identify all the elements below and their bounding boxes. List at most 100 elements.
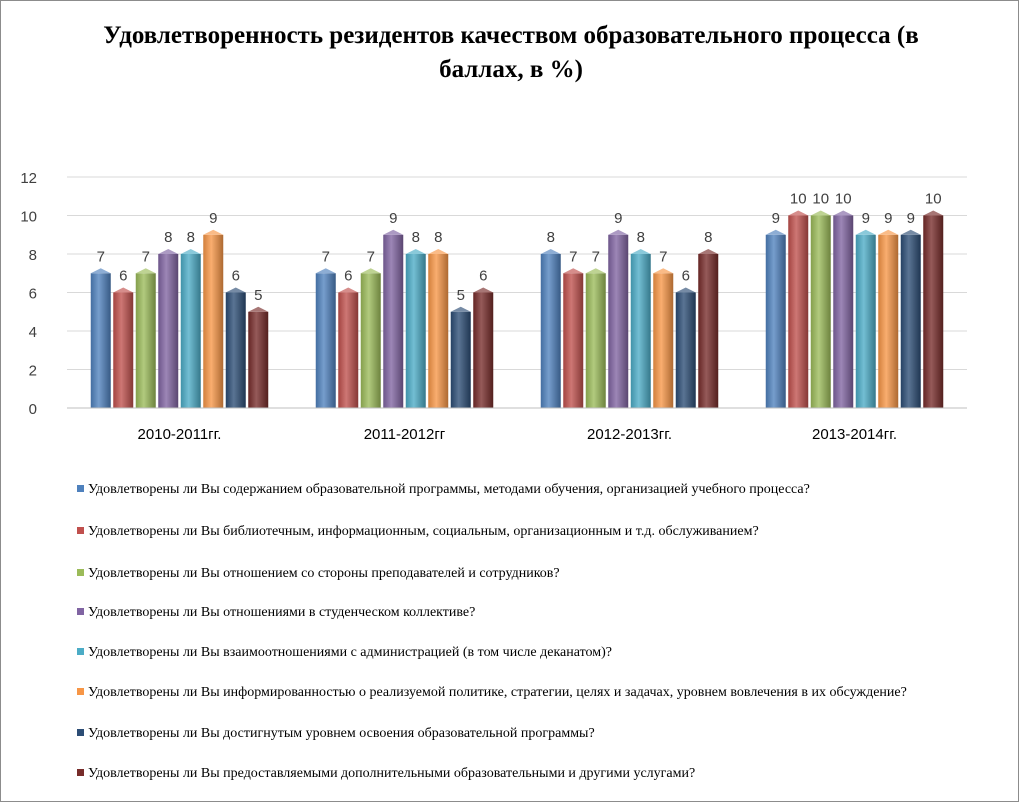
bar bbox=[158, 254, 179, 408]
bar bbox=[203, 234, 224, 408]
data-label: 10 bbox=[835, 191, 852, 208]
data-label: 6 bbox=[344, 268, 352, 285]
bar bbox=[248, 311, 269, 408]
legend-item: Удовлетворены ли Вы библиотечным, информ… bbox=[77, 523, 977, 540]
bar bbox=[428, 254, 449, 408]
bar-top bbox=[698, 249, 719, 254]
bar-top bbox=[90, 268, 111, 274]
y-tick-label: 0 bbox=[29, 401, 37, 418]
data-label: 9 bbox=[614, 210, 622, 227]
bar-top bbox=[563, 268, 584, 274]
x-category-label: 2012-2013гг. bbox=[587, 426, 672, 443]
data-label: 10 bbox=[790, 191, 807, 208]
bar bbox=[810, 215, 831, 408]
bar-top bbox=[630, 249, 651, 254]
bar-top bbox=[383, 229, 404, 235]
data-label: 5 bbox=[254, 287, 262, 304]
y-tick-label: 4 bbox=[29, 324, 37, 341]
bar bbox=[405, 254, 426, 408]
chart-title: Удовлетворенность резидентов качеством о… bbox=[103, 22, 919, 83]
data-label: 6 bbox=[119, 268, 127, 285]
y-tick-label: 12 bbox=[20, 170, 37, 187]
legend-swatch bbox=[77, 485, 84, 492]
bar bbox=[315, 273, 336, 408]
legend-label: Удовлетворены ли Вы взаимоотношениями с … bbox=[88, 645, 612, 660]
data-label: 6 bbox=[232, 268, 240, 285]
legend-swatch bbox=[77, 769, 84, 776]
legend-item: Удовлетворены ли Вы взаимоотношениями с … bbox=[77, 644, 977, 661]
data-label: 8 bbox=[704, 229, 712, 246]
bar-top bbox=[248, 306, 269, 312]
bar bbox=[585, 273, 606, 408]
data-label: 9 bbox=[862, 210, 870, 227]
legend-item: Удовлетворены ли Вы отношением со сторон… bbox=[77, 565, 977, 582]
bar-top bbox=[608, 229, 629, 235]
data-label: 6 bbox=[682, 268, 690, 285]
data-label: 9 bbox=[907, 210, 915, 227]
bar-top bbox=[203, 229, 224, 235]
bar-top bbox=[675, 287, 696, 293]
bar bbox=[225, 292, 246, 408]
legend-label: Удовлетворены ли Вы содержанием образова… bbox=[88, 482, 810, 497]
bar bbox=[675, 292, 696, 408]
bar bbox=[630, 254, 651, 408]
bar-top bbox=[473, 287, 494, 293]
data-label: 8 bbox=[412, 229, 420, 246]
data-label: 5 bbox=[457, 287, 465, 304]
data-label: 7 bbox=[592, 248, 600, 265]
data-label: 10 bbox=[812, 191, 829, 208]
legend-swatch bbox=[77, 527, 84, 534]
legend-label: Удовлетворены ли Вы достигнутым уровнем … bbox=[88, 726, 595, 741]
bar bbox=[698, 254, 719, 408]
bar bbox=[540, 254, 561, 408]
legend-swatch bbox=[77, 688, 84, 695]
bar bbox=[833, 215, 854, 408]
data-label: 10 bbox=[925, 191, 942, 208]
y-tick-label: 10 bbox=[20, 209, 37, 226]
data-label: 9 bbox=[884, 210, 892, 227]
bar-top bbox=[135, 268, 156, 274]
data-label: 9 bbox=[209, 210, 217, 227]
bar-top bbox=[833, 210, 854, 216]
bar bbox=[900, 234, 921, 408]
bar-top bbox=[540, 249, 561, 254]
data-label: 8 bbox=[187, 229, 195, 246]
bar-top bbox=[765, 229, 786, 235]
legend-label: Удовлетворены ли Вы информированностью о… bbox=[88, 685, 907, 700]
bar bbox=[878, 234, 899, 408]
legend-swatch bbox=[77, 648, 84, 655]
bar bbox=[608, 234, 629, 408]
x-category-label: 2010-2011гг. bbox=[138, 426, 222, 443]
bar bbox=[135, 273, 156, 408]
data-label: 9 bbox=[772, 210, 780, 227]
bar bbox=[788, 215, 809, 408]
data-label: 7 bbox=[659, 248, 667, 265]
x-category-label: 2013-2014гг. bbox=[812, 426, 897, 443]
legend-label: Удовлетворены ли Вы отношениями в студен… bbox=[88, 605, 476, 620]
bar bbox=[765, 234, 786, 408]
legend-item: Удовлетворены ли Вы предоставляемыми доп… bbox=[77, 765, 977, 782]
legend-swatch bbox=[77, 729, 84, 736]
legend-item: Удовлетворены ли Вы информированностью о… bbox=[77, 684, 977, 701]
bar-top bbox=[878, 229, 899, 235]
data-label: 7 bbox=[322, 248, 330, 265]
legend-swatch bbox=[77, 608, 84, 615]
bar-top bbox=[180, 249, 201, 254]
y-tick-label: 8 bbox=[29, 247, 37, 264]
bar-top bbox=[788, 210, 809, 216]
bar-top bbox=[225, 287, 246, 293]
bar bbox=[563, 273, 584, 408]
bar bbox=[180, 254, 201, 408]
bar-top bbox=[338, 287, 359, 293]
bar-top bbox=[923, 210, 944, 216]
bar bbox=[855, 234, 876, 408]
bar bbox=[360, 273, 381, 408]
x-category-label: 2011-2012гг bbox=[364, 426, 446, 443]
legend-label: Удовлетворены ли Вы библиотечным, информ… bbox=[88, 524, 759, 539]
data-label: 7 bbox=[569, 248, 577, 265]
legend-item: Удовлетворены ли Вы содержанием образова… bbox=[77, 481, 977, 498]
bar bbox=[113, 292, 134, 408]
bar bbox=[653, 273, 674, 408]
